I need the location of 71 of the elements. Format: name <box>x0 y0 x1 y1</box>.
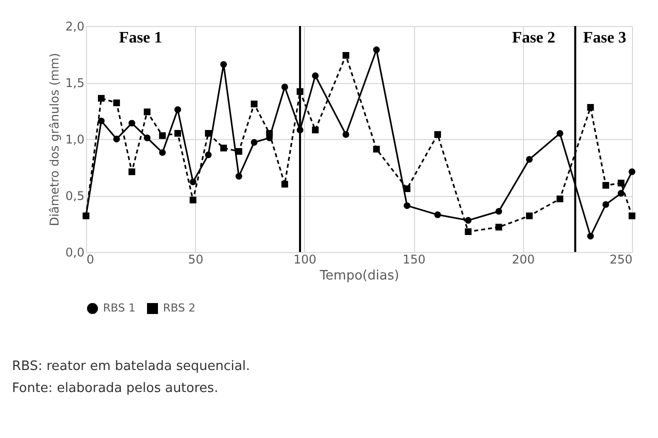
point <box>495 224 502 230</box>
point <box>144 108 151 116</box>
x-tick-label: 250 <box>610 252 632 266</box>
point <box>159 132 166 139</box>
point <box>464 228 472 236</box>
text: RBS: reator em batelada sequencial. <box>12 359 250 374</box>
point <box>190 178 196 186</box>
point <box>281 180 288 188</box>
x-tick-label: 50 <box>188 252 204 266</box>
point <box>628 212 636 220</box>
point <box>113 99 120 106</box>
point <box>618 180 624 186</box>
point <box>342 52 350 59</box>
point <box>236 148 242 155</box>
point <box>495 208 502 215</box>
x-tick-label: 100 <box>293 252 316 266</box>
y-tick-label: 0,0 <box>65 246 84 260</box>
point <box>526 212 533 220</box>
y-tick-label: 1,0 <box>65 132 84 146</box>
point <box>98 118 105 124</box>
point <box>312 72 319 80</box>
point <box>113 136 120 142</box>
point <box>434 211 441 218</box>
y-tick-label: 1,5 <box>65 76 84 90</box>
point <box>174 130 182 137</box>
point <box>404 202 410 210</box>
legend-label: RBS 2 <box>163 302 196 315</box>
point <box>373 146 380 153</box>
point <box>464 217 472 224</box>
point <box>220 61 227 68</box>
x-tick-label: 150 <box>402 252 426 266</box>
point <box>220 144 227 152</box>
x-tick-label: 200 <box>512 252 535 266</box>
point <box>602 201 610 208</box>
point <box>556 130 564 137</box>
point <box>342 131 350 138</box>
x-tick-label: 0 <box>86 252 94 266</box>
point <box>373 46 380 54</box>
y-tick-label: 0,5 <box>65 189 84 203</box>
point <box>204 151 212 158</box>
point <box>159 149 166 156</box>
point <box>281 84 288 90</box>
annotation: Fase 3 <box>583 29 626 46</box>
y-axis-title: Diâmetro dos grânulos (mm) <box>47 52 62 226</box>
point <box>190 196 196 204</box>
point <box>434 131 441 138</box>
point <box>204 130 212 137</box>
point <box>236 172 242 180</box>
point <box>128 120 136 127</box>
point <box>250 100 258 108</box>
point <box>556 196 564 202</box>
y-tick-label: 2,0 <box>65 20 84 34</box>
point <box>628 168 636 176</box>
source-note: Fonte: elaborada pelos autores. <box>12 381 218 396</box>
point <box>98 94 105 102</box>
annotation: Fase 2 <box>512 29 556 46</box>
point <box>587 104 594 111</box>
point <box>602 182 610 189</box>
point <box>618 190 624 197</box>
point <box>587 232 594 240</box>
point <box>174 106 182 113</box>
x-axis-title: Tempo(dias) <box>318 268 400 284</box>
point <box>404 185 410 192</box>
point <box>526 156 533 163</box>
point <box>250 139 258 146</box>
point <box>144 134 151 142</box>
point <box>312 126 319 134</box>
legend-label: RBS 1 <box>103 302 136 315</box>
point <box>266 130 273 137</box>
annotation: Fase 1 <box>119 29 162 46</box>
point <box>128 168 136 176</box>
